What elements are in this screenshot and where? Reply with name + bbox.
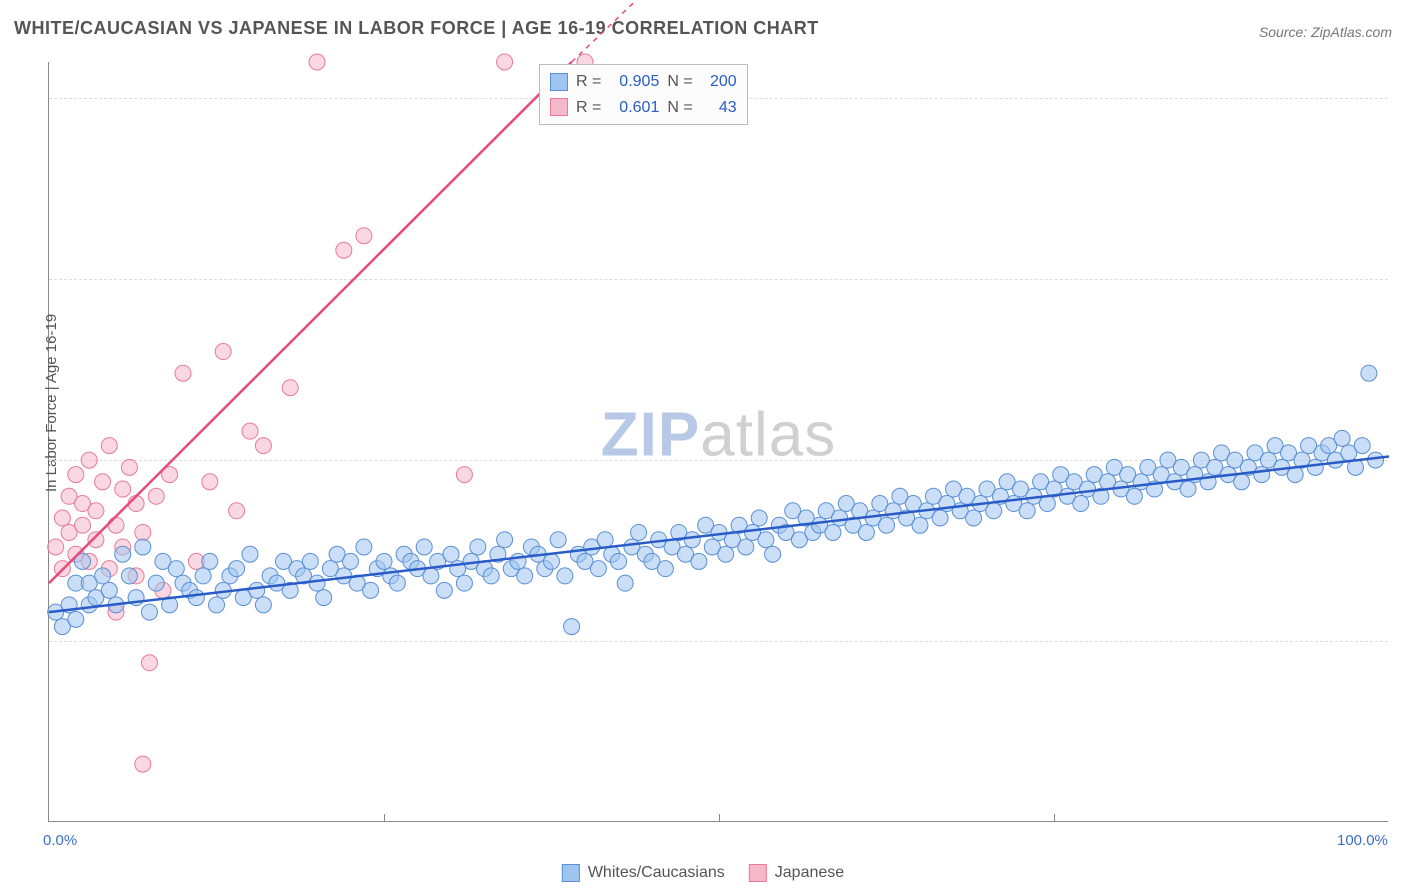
legend-item-whites: Whites/Caucasians bbox=[562, 864, 725, 882]
legend-item-japanese: Japanese bbox=[749, 864, 844, 882]
swatch-whites bbox=[550, 73, 568, 91]
swatch-whites-bottom bbox=[562, 864, 580, 882]
x-tick-label: 100.0% bbox=[1337, 832, 1388, 849]
stat-r-label: R = bbox=[576, 69, 601, 95]
stat-n-whites: 200 bbox=[701, 69, 737, 95]
stat-n-label2: N = bbox=[667, 95, 692, 121]
plot-area: In Labor Force | Age 16-19 ZIPatlas R = … bbox=[48, 62, 1388, 822]
stat-n-label: N = bbox=[667, 69, 692, 95]
swatch-japanese-bottom bbox=[749, 864, 767, 882]
stat-r-label2: R = bbox=[576, 95, 601, 121]
chart-title: WHITE/CAUCASIAN VS JAPANESE IN LABOR FOR… bbox=[14, 18, 819, 39]
y-tick-label: 25.0% bbox=[1398, 632, 1406, 649]
stats-row-whites: R = 0.905 N = 200 bbox=[550, 69, 737, 95]
stat-r-japanese: 0.601 bbox=[609, 95, 659, 121]
chart-container: WHITE/CAUCASIAN VS JAPANESE IN LABOR FOR… bbox=[0, 0, 1406, 892]
source-label: Source: ZipAtlas.com bbox=[1259, 24, 1392, 40]
legend-label-whites: Whites/Caucasians bbox=[588, 864, 725, 882]
stat-n-japanese: 43 bbox=[701, 95, 737, 121]
x-tick-label: 0.0% bbox=[43, 832, 77, 849]
y-tick-label: 100.0% bbox=[1398, 89, 1406, 106]
chart-svg bbox=[49, 62, 1389, 822]
bottom-legend: Whites/Caucasians Japanese bbox=[562, 864, 844, 882]
legend-label-japanese: Japanese bbox=[775, 864, 844, 882]
y-tick-label: 75.0% bbox=[1398, 270, 1406, 287]
y-tick-label: 50.0% bbox=[1398, 451, 1406, 468]
stat-r-whites: 0.905 bbox=[609, 69, 659, 95]
stats-row-japanese: R = 0.601 N = 43 bbox=[550, 95, 737, 121]
stats-legend: R = 0.905 N = 200 R = 0.601 N = 43 bbox=[539, 64, 748, 125]
swatch-japanese bbox=[550, 98, 568, 116]
